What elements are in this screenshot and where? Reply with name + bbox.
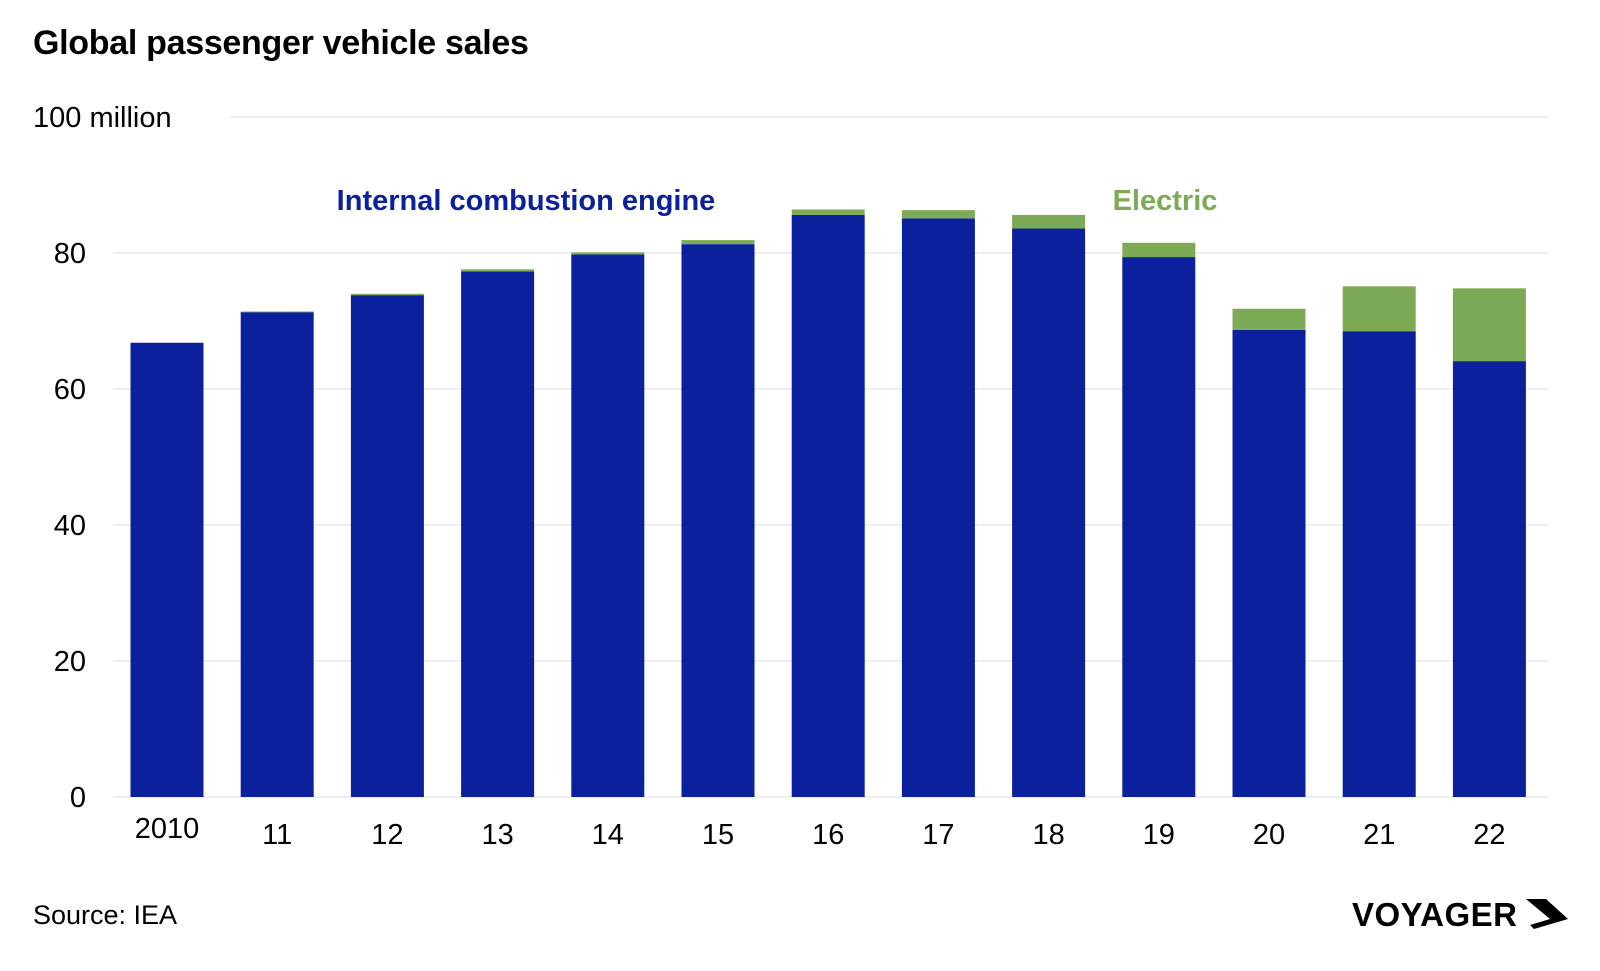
bar-electric xyxy=(681,240,755,245)
bar-ice xyxy=(461,271,535,797)
bar-electric xyxy=(350,293,424,296)
x-tick-label: 12 xyxy=(371,819,403,851)
x-tick-label: 14 xyxy=(592,819,624,851)
bar-ice xyxy=(1342,331,1416,797)
x-tick-label: 17 xyxy=(922,819,954,851)
source-note: Source: IEA xyxy=(33,900,178,930)
x-tick-label: 15 xyxy=(702,819,734,851)
x-tick-label: 2010 xyxy=(135,813,200,845)
chart-title: Global passenger vehicle sales xyxy=(33,24,529,62)
bar-electric xyxy=(1342,286,1416,332)
bar-electric xyxy=(1232,308,1306,330)
x-tick-label: 16 xyxy=(812,819,844,851)
x-tick-label: 19 xyxy=(1143,819,1175,851)
bar-ice xyxy=(1122,257,1196,798)
voyager-logo: VOYAGER xyxy=(1352,896,1570,934)
bar-electric xyxy=(791,209,865,215)
y-tick-label: 0 xyxy=(70,782,86,814)
y-tick-label: 80 xyxy=(54,238,86,270)
x-tick-label: 18 xyxy=(1032,819,1064,851)
series-label-ice: Internal combustion engine xyxy=(337,185,716,217)
arrow-icon xyxy=(1525,899,1568,929)
bar-electric xyxy=(1012,214,1086,229)
series-label-electric: Electric xyxy=(1113,185,1218,217)
bar-electric xyxy=(571,252,645,255)
bar-ice xyxy=(1232,329,1306,797)
y-tick-label: 60 xyxy=(54,374,86,406)
bar-ice xyxy=(240,312,314,797)
x-tick-labels: 2010 11 12 13 14 15 16 17 18 19 20 21 22 xyxy=(135,813,1506,851)
y-axis-top-label: 100 million xyxy=(33,102,172,134)
y-tick-label: 40 xyxy=(54,510,86,542)
x-tick-label: 11 xyxy=(262,819,292,851)
bar-ice xyxy=(681,244,755,797)
bar-electric xyxy=(1122,242,1196,258)
bar-ice xyxy=(1452,361,1526,797)
bar-electric xyxy=(901,210,975,219)
bars xyxy=(130,209,1526,798)
bar-ice xyxy=(1012,228,1086,797)
bar-ice xyxy=(791,214,865,798)
x-tick-label: 22 xyxy=(1473,819,1505,851)
x-tick-label: 13 xyxy=(481,819,513,851)
bar-ice xyxy=(901,218,975,797)
bar-ice xyxy=(130,342,204,797)
bar-ice xyxy=(350,295,424,797)
bar-electric xyxy=(461,269,535,272)
y-tick-labels: 0 20 40 60 80 100 million xyxy=(33,102,172,814)
x-tick-label: 20 xyxy=(1253,819,1285,851)
bar-ice xyxy=(571,254,645,798)
bar-electric xyxy=(1452,288,1526,362)
y-tick-label: 20 xyxy=(54,646,86,678)
x-tick-label: 21 xyxy=(1363,819,1395,851)
brand-name: VOYAGER xyxy=(1352,896,1518,933)
bar-electric xyxy=(240,311,314,313)
